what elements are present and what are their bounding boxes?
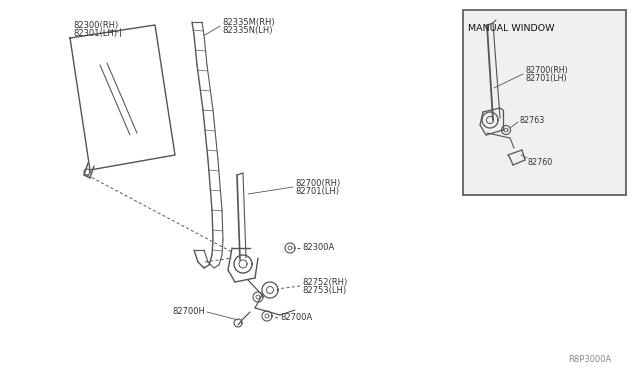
- Text: 82763: 82763: [520, 115, 545, 125]
- Text: 82753(LH): 82753(LH): [302, 285, 346, 295]
- Text: R8P3000A: R8P3000A: [568, 356, 611, 365]
- Text: 82700A: 82700A: [280, 314, 312, 323]
- Text: 82301(LH): 82301(LH): [73, 29, 117, 38]
- Text: 82335M(RH): 82335M(RH): [222, 17, 275, 26]
- Text: 82300(RH): 82300(RH): [73, 20, 118, 29]
- Text: 82701(LH): 82701(LH): [295, 186, 339, 196]
- Text: 82300A: 82300A: [302, 244, 334, 253]
- Text: 82700(RH): 82700(RH): [525, 65, 568, 74]
- Text: 82752(RH): 82752(RH): [302, 278, 348, 286]
- Text: MANUAL WINDOW: MANUAL WINDOW: [468, 24, 554, 33]
- Text: 82335N(LH): 82335N(LH): [222, 26, 273, 35]
- Text: 82700(RH): 82700(RH): [295, 179, 340, 187]
- Text: 82701(LH): 82701(LH): [525, 74, 566, 83]
- Text: 82760: 82760: [528, 157, 553, 167]
- Text: 82700H: 82700H: [172, 308, 205, 317]
- Bar: [463, 10, 626, 195]
